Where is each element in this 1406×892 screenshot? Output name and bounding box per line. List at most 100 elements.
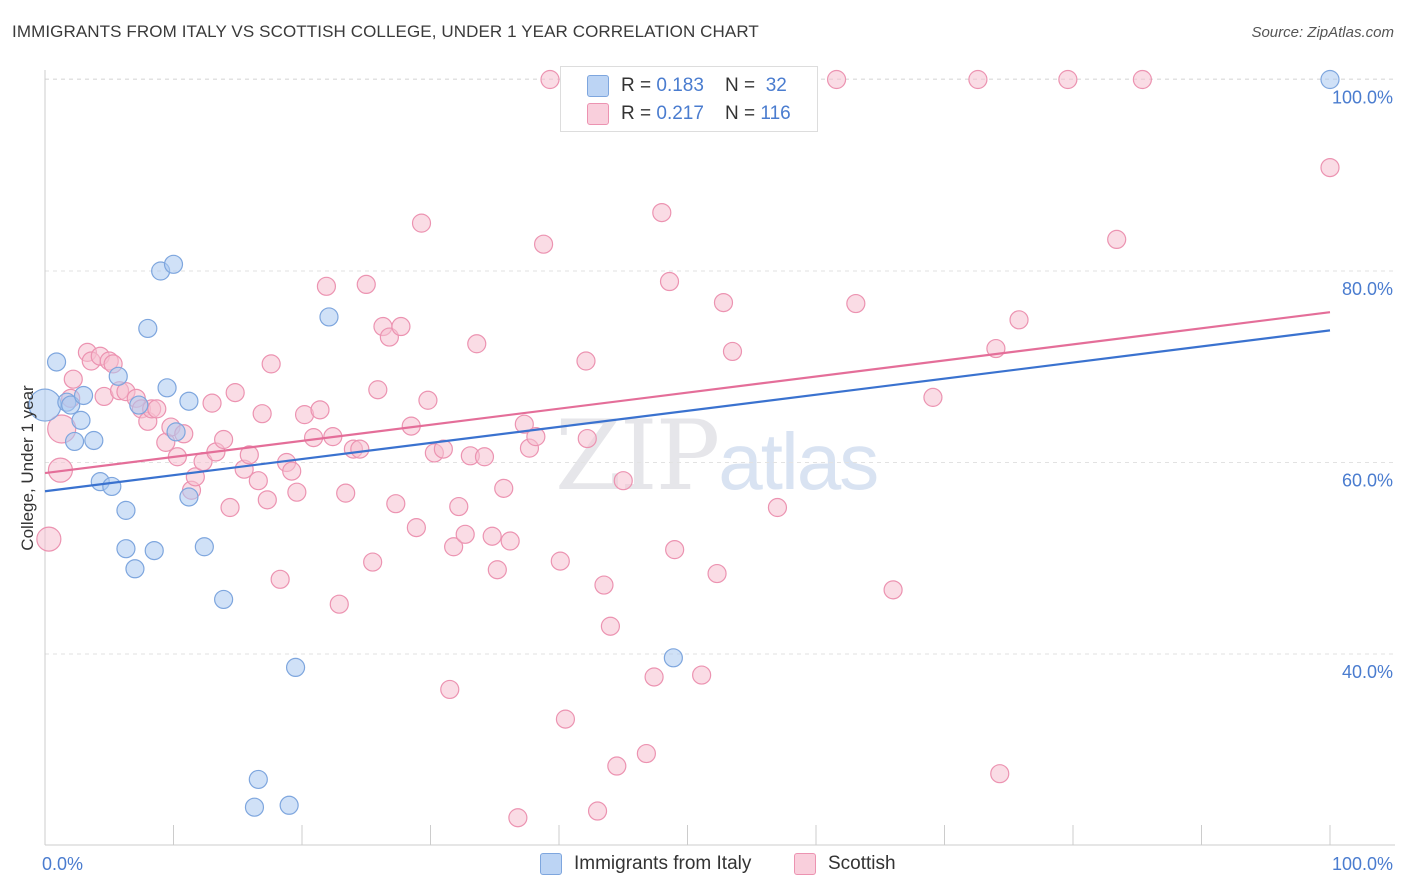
point-scottish-45: [329, 594, 349, 614]
point-scottish-62: [440, 679, 460, 700]
point-scottish-48: [350, 439, 370, 459]
x-tick-label-0: 0.0%: [42, 854, 83, 874]
y-tick-label-80: 80.0%: [1342, 279, 1393, 299]
point-scottish-91: [652, 202, 672, 223]
point-italy-27: [279, 795, 299, 815]
watermark-zip: ZIP: [555, 400, 720, 512]
point-italy-9: [102, 476, 122, 497]
point-scottish-108: [1058, 69, 1078, 90]
point-scottish-79: [550, 551, 570, 571]
point-italy-31: [1320, 69, 1340, 90]
point-scottish-78: [540, 69, 560, 90]
point-italy-11: [116, 539, 136, 559]
point-scottish-94: [692, 665, 712, 685]
point-italy-21: [179, 487, 199, 507]
point-scottish-72: [500, 531, 520, 551]
point-scottish-87: [607, 756, 627, 776]
point-scottish-88: [613, 471, 633, 491]
point-scottish-68: [474, 447, 495, 467]
point-scottish-28: [220, 497, 240, 518]
point-scottish-46: [336, 483, 356, 503]
point-italy-4: [64, 431, 85, 452]
point-italy-13: [125, 559, 145, 579]
point-scottish-93: [665, 540, 685, 560]
point-scottish-85: [594, 575, 614, 595]
point-scottish-32: [248, 471, 268, 491]
point-scottish-67: [467, 334, 487, 354]
chart-title: IMMIGRANTS FROM ITALY VS SCOTTISH COLLEG…: [12, 22, 759, 41]
point-scottish-90: [644, 667, 664, 687]
point-italy-28: [285, 657, 306, 678]
point-scottish-38: [282, 461, 302, 481]
watermark-atlas: atlas: [718, 417, 879, 506]
point-scottish-89: [636, 743, 656, 764]
point-scottish-97: [722, 341, 743, 362]
point-scottish-33: [252, 404, 272, 424]
point-scottish-17: [147, 399, 167, 419]
point-scottish-100: [826, 69, 847, 90]
point-scottish-0: [36, 526, 62, 552]
point-scottish-107: [1009, 310, 1029, 330]
point-scottish-86: [600, 616, 621, 636]
point-scottish-92: [659, 271, 680, 292]
point-scottish-80: [555, 709, 576, 729]
point-scottish-42: [310, 400, 330, 420]
bottom-legend-scottish: Scottish: [794, 852, 896, 876]
point-italy-26: [248, 769, 268, 790]
r-value-scottish: 0.217: [656, 103, 704, 124]
point-scottish-83: [577, 428, 597, 449]
point-italy-10: [108, 366, 128, 386]
point-scottish-35: [261, 354, 281, 374]
point-scottish-77: [533, 234, 554, 254]
point-scottish-39: [287, 482, 307, 502]
legend-text-scottish: R = 0.217 N = 116: [621, 103, 791, 124]
y-axis-label: College, Under 1 year: [18, 385, 37, 551]
bottom-swatch-italy: [540, 853, 562, 875]
point-scottish-111: [1320, 157, 1340, 178]
point-scottish-25: [202, 393, 222, 413]
point-italy-19: [163, 254, 184, 274]
point-scottish-74: [514, 414, 534, 434]
point-scottish-49: [356, 274, 376, 295]
point-italy-6: [73, 385, 94, 406]
point-scottish-31: [239, 445, 259, 465]
point-italy-20: [166, 422, 186, 442]
point-scottish-71: [494, 478, 514, 498]
point-italy-3: [61, 395, 81, 415]
stats-legend: R = 0.183 N = 32 R = 0.217 N = 116: [560, 66, 818, 132]
point-scottish-55: [391, 316, 411, 337]
point-italy-23: [194, 537, 214, 557]
point-scottish-101: [846, 293, 866, 314]
point-scottish-82: [576, 351, 596, 371]
bottom-legend-italy: Immigrants from Italy: [540, 852, 751, 876]
point-scottish-64: [449, 496, 469, 517]
point-italy-30: [663, 648, 683, 668]
watermark: ZIPatlas: [555, 400, 879, 512]
point-italy-25: [244, 797, 265, 817]
point-scottish-103: [923, 387, 943, 407]
point-scottish-109: [1107, 229, 1127, 250]
point-scottish-50: [363, 552, 383, 572]
point-scottish-36: [270, 569, 290, 589]
point-italy-5: [71, 410, 91, 430]
point-scottish-73: [508, 808, 528, 828]
point-scottish-54: [386, 494, 406, 514]
point-scottish-84: [587, 801, 608, 821]
point-italy-29: [319, 307, 339, 327]
bottom-label-scottish: Scottish: [828, 853, 896, 874]
trendline-scottish: [44, 311, 1331, 475]
x-tick-label-100: 100.0%: [1332, 854, 1393, 874]
bottom-swatch-scottish: [794, 853, 816, 875]
point-scottish-76: [526, 427, 546, 447]
point-italy-1: [46, 352, 67, 372]
point-scottish-98: [767, 497, 788, 518]
point-scottish-102: [883, 580, 903, 600]
legend-text-italy: R = 0.183 N = 32: [621, 75, 787, 96]
point-italy-22: [179, 391, 199, 411]
point-scottish-51: [368, 380, 388, 400]
point-italy-12: [116, 500, 136, 520]
source-label: Source: ZipAtlas.com: [1251, 24, 1394, 41]
point-scottish-61: [433, 439, 453, 459]
n-value-italy: 32: [765, 75, 787, 96]
